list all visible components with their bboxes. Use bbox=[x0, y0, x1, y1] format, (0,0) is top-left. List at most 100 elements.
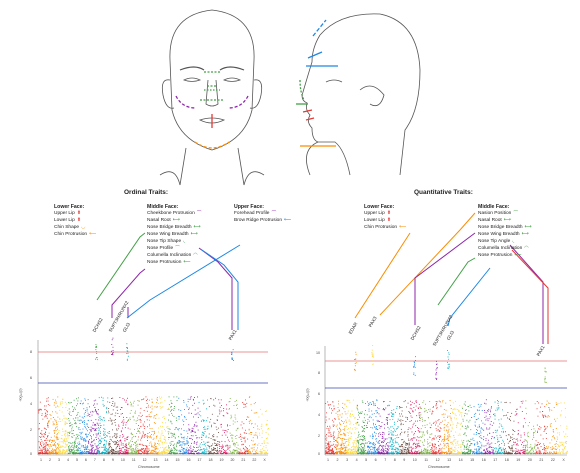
snp-point bbox=[51, 442, 53, 443]
snp-point bbox=[221, 440, 223, 442]
snp-point bbox=[253, 434, 255, 436]
snp-point bbox=[45, 452, 47, 454]
snp-point bbox=[84, 412, 86, 413]
snp-point bbox=[169, 428, 171, 430]
snp-point bbox=[416, 436, 418, 438]
snp-point bbox=[131, 438, 133, 440]
snp-point bbox=[145, 446, 147, 447]
snp-point bbox=[438, 449, 440, 451]
snp-point bbox=[95, 430, 97, 431]
snp-point bbox=[47, 422, 48, 424]
snp-point bbox=[67, 433, 69, 435]
snp-point bbox=[58, 451, 60, 453]
snp-point bbox=[134, 442, 136, 444]
snp-point bbox=[363, 449, 365, 451]
snp-point bbox=[391, 446, 393, 448]
snp-point bbox=[372, 401, 374, 402]
snp-point bbox=[439, 423, 441, 425]
snp-point bbox=[58, 446, 59, 448]
snp-point bbox=[356, 422, 358, 424]
snp-point bbox=[73, 450, 75, 452]
snp-point bbox=[403, 440, 405, 442]
snp-point bbox=[345, 452, 347, 454]
snp-point bbox=[443, 448, 445, 449]
snp-point bbox=[148, 448, 150, 450]
snp-point bbox=[263, 452, 265, 454]
snp-point bbox=[165, 422, 167, 424]
snp-point bbox=[105, 445, 107, 447]
snp-point bbox=[234, 450, 235, 452]
snp-point bbox=[178, 409, 180, 411]
snp-point bbox=[461, 412, 463, 414]
snp-point bbox=[146, 453, 148, 455]
snp-point bbox=[122, 398, 124, 399]
snp-point bbox=[85, 451, 87, 453]
snp-point bbox=[407, 451, 409, 453]
snp-point bbox=[67, 410, 69, 411]
snp-point bbox=[83, 413, 85, 415]
snp-point bbox=[89, 414, 91, 415]
snp-point bbox=[111, 448, 113, 450]
snp-point bbox=[408, 440, 410, 441]
snp-point bbox=[62, 450, 64, 452]
snp-point bbox=[413, 422, 415, 424]
snp-point bbox=[208, 447, 210, 449]
snp-point bbox=[170, 452, 172, 454]
snp-point bbox=[171, 423, 173, 425]
snp-point bbox=[422, 402, 424, 403]
snp-point bbox=[68, 408, 70, 410]
snp-point bbox=[139, 427, 140, 429]
snp-point bbox=[164, 430, 166, 432]
snp-point bbox=[86, 447, 88, 449]
snp-point bbox=[126, 436, 128, 438]
snp-point bbox=[416, 452, 418, 454]
snp-point bbox=[137, 453, 139, 455]
snp-point bbox=[371, 410, 373, 412]
snp-point bbox=[343, 408, 345, 410]
snp-point bbox=[336, 448, 338, 450]
snp-point bbox=[58, 451, 59, 453]
snp-point bbox=[388, 404, 390, 406]
snp-point bbox=[341, 420, 342, 421]
snp-point bbox=[97, 447, 99, 449]
snp-point bbox=[180, 410, 182, 411]
snp-point bbox=[250, 432, 251, 433]
snp-point bbox=[71, 448, 72, 450]
snp-point bbox=[213, 399, 215, 401]
snp-point bbox=[423, 452, 424, 454]
snp-point bbox=[43, 444, 44, 446]
snp-point bbox=[429, 408, 431, 410]
snp-point bbox=[72, 411, 74, 412]
snp-point bbox=[367, 401, 368, 403]
snp-point bbox=[98, 433, 99, 435]
snp-point bbox=[82, 417, 84, 419]
snp-point bbox=[329, 431, 331, 433]
snp-point bbox=[59, 401, 61, 403]
snp-point bbox=[47, 400, 49, 402]
snp-point bbox=[325, 447, 327, 449]
snp-point bbox=[159, 396, 160, 398]
snp-point bbox=[148, 436, 150, 437]
snp-point bbox=[225, 449, 227, 451]
snp-point bbox=[92, 452, 94, 454]
snp-point bbox=[155, 446, 157, 448]
snp-point bbox=[409, 447, 411, 449]
snp-point bbox=[86, 440, 88, 442]
snp-point bbox=[451, 452, 452, 454]
snp-point bbox=[422, 453, 424, 455]
snp-point bbox=[43, 449, 45, 450]
snp-point bbox=[431, 448, 433, 450]
snp-point bbox=[207, 417, 209, 419]
snp-point bbox=[409, 453, 411, 454]
snp-point bbox=[69, 450, 71, 451]
snp-point bbox=[142, 452, 143, 454]
snp-point bbox=[58, 441, 60, 443]
snp-point bbox=[345, 441, 347, 442]
snp-point bbox=[189, 437, 191, 439]
snp-point bbox=[399, 434, 401, 436]
snp-point bbox=[83, 408, 85, 410]
snp-point bbox=[333, 431, 335, 433]
snp-point bbox=[424, 408, 426, 409]
snp-point bbox=[438, 400, 440, 402]
snp-point bbox=[347, 439, 349, 441]
